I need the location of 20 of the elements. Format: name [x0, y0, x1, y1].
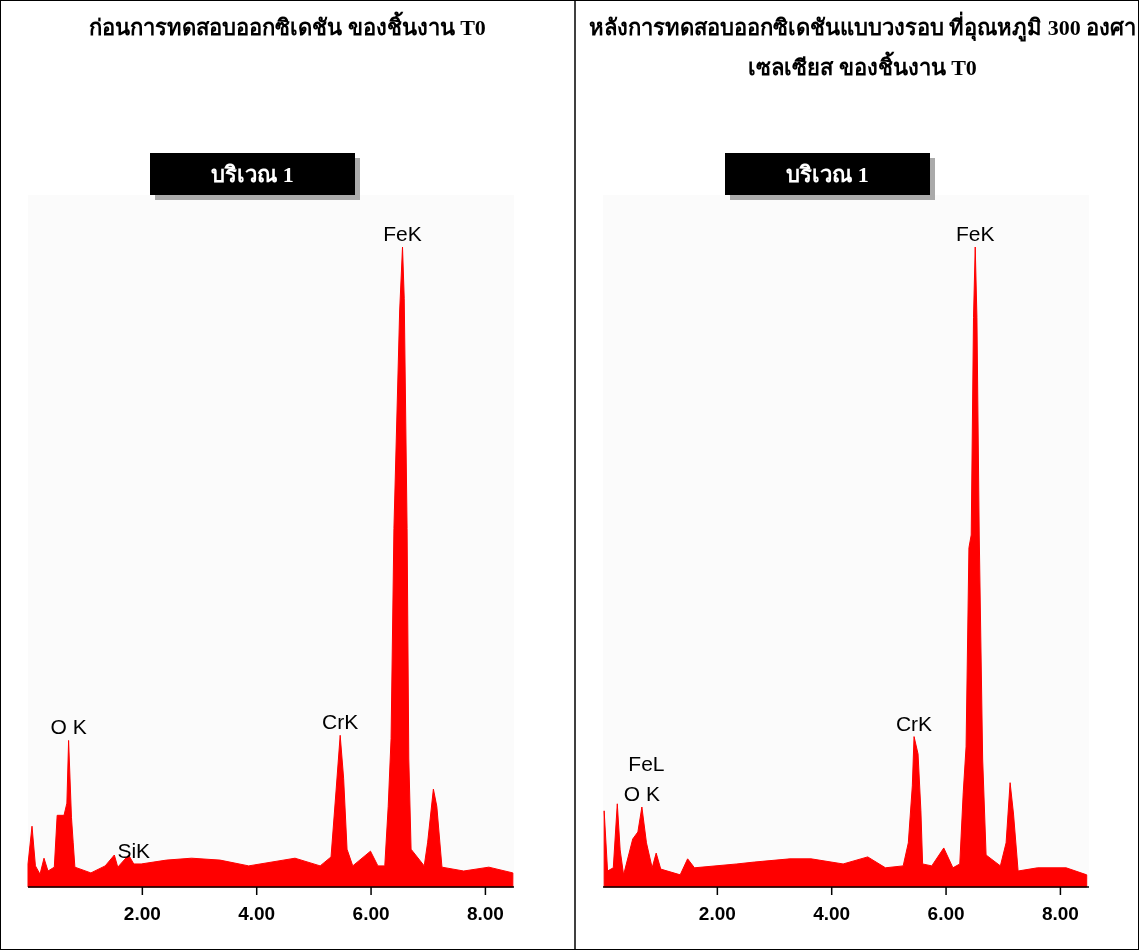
chart-title: หลังการทดสอบออกซิเดชันแบบวงรอบ ที่อุณหภูมิ 300 องศาเซลเซียส ของชิ้นงาน T0 — [587, 10, 1138, 82]
annotation: O K — [623, 782, 660, 805]
x-tick-label: 4.00 — [238, 903, 276, 924]
x-tick-label: 8.00 — [466, 903, 504, 924]
annotation: FeL — [628, 752, 665, 775]
x-tick-label: 2.00 — [698, 903, 736, 924]
annotation: CrK — [895, 711, 933, 735]
x-tick-label: 2.00 — [123, 903, 161, 924]
annotation: O K — [50, 715, 87, 739]
chart-subtitle: บริเวณ 1 — [786, 162, 869, 187]
annotation: CrK — [322, 710, 359, 734]
annotation: FeK — [955, 222, 995, 245]
annotation: FeK — [383, 222, 422, 245]
x-tick-label: 8.00 — [1041, 903, 1079, 924]
x-tick-label: 6.00 — [927, 903, 965, 924]
annotation: SiK — [117, 838, 151, 862]
x-tick-label: 6.00 — [352, 903, 390, 924]
x-tick-label: 4.00 — [813, 903, 851, 924]
chart-subtitle: บริเวณ 1 — [211, 162, 294, 187]
chart-title: ก่อนการทดสอบออกซิเดชัน ของชิ้นงาน T0 — [88, 10, 487, 42]
